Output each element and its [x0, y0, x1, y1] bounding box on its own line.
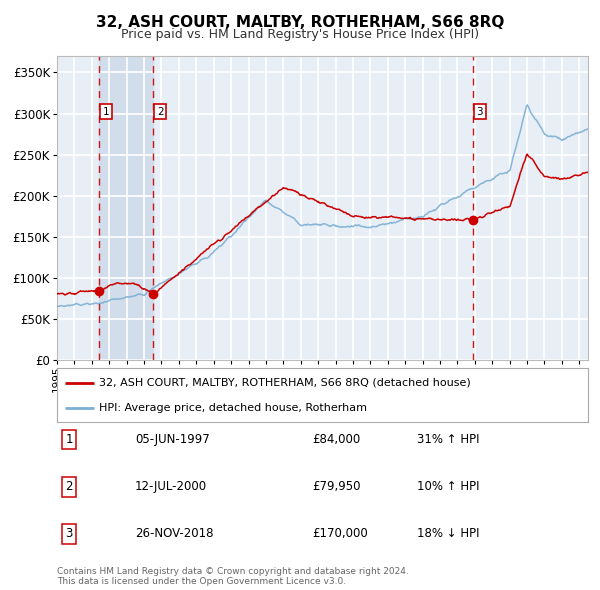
Text: £79,950: £79,950 [312, 480, 361, 493]
Text: Contains HM Land Registry data © Crown copyright and database right 2024.: Contains HM Land Registry data © Crown c… [57, 566, 409, 576]
Text: 05-JUN-1997: 05-JUN-1997 [135, 433, 210, 446]
Text: 3: 3 [476, 107, 483, 117]
Text: 2: 2 [157, 107, 164, 117]
Text: Price paid vs. HM Land Registry's House Price Index (HPI): Price paid vs. HM Land Registry's House … [121, 28, 479, 41]
Text: 1: 1 [103, 107, 109, 117]
Text: £170,000: £170,000 [312, 527, 368, 540]
Text: 12-JUL-2000: 12-JUL-2000 [135, 480, 207, 493]
Text: £84,000: £84,000 [312, 433, 360, 446]
Text: 10% ↑ HPI: 10% ↑ HPI [417, 480, 479, 493]
Text: This data is licensed under the Open Government Licence v3.0.: This data is licensed under the Open Gov… [57, 577, 346, 586]
Text: HPI: Average price, detached house, Rotherham: HPI: Average price, detached house, Roth… [100, 404, 367, 413]
Bar [100, 56, 154, 360]
Text: 3: 3 [65, 527, 73, 540]
Text: 2: 2 [65, 480, 73, 493]
Text: 31% ↑ HPI: 31% ↑ HPI [417, 433, 479, 446]
Text: 26-NOV-2018: 26-NOV-2018 [135, 527, 214, 540]
Text: 32, ASH COURT, MALTBY, ROTHERHAM, S66 8RQ (detached house): 32, ASH COURT, MALTBY, ROTHERHAM, S66 8R… [100, 378, 471, 388]
Text: 32, ASH COURT, MALTBY, ROTHERHAM, S66 8RQ: 32, ASH COURT, MALTBY, ROTHERHAM, S66 8R… [96, 15, 504, 30]
Text: 1: 1 [65, 433, 73, 446]
Text: 18% ↓ HPI: 18% ↓ HPI [417, 527, 479, 540]
